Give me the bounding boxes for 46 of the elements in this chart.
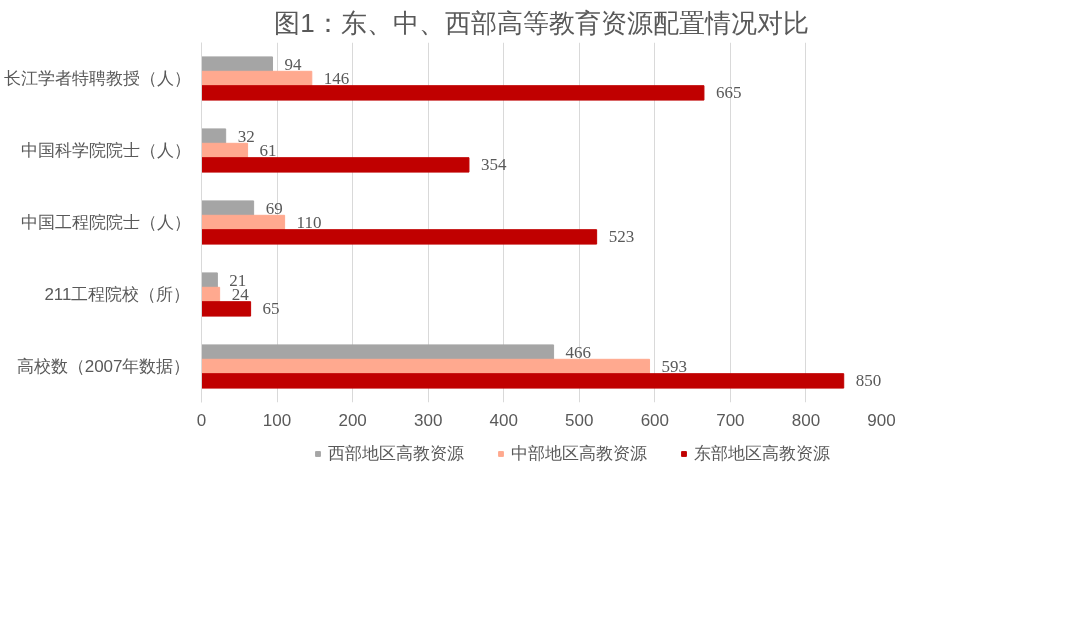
chart-title: 图1：东、中、西部高等教育资源配置情况对比 <box>274 7 809 38</box>
data-label: 32 <box>237 126 255 146</box>
bar <box>201 373 845 389</box>
bar <box>201 56 274 72</box>
data-label: 523 <box>608 227 635 247</box>
legend-label: 中部地区高教资源 <box>511 442 647 465</box>
data-label: 69 <box>265 198 283 218</box>
y-tick-label: 长江学者特聘教授（人） <box>3 69 191 88</box>
bar <box>201 229 598 245</box>
data-label: 65 <box>262 299 280 319</box>
x-tick-label: 200 <box>338 410 367 430</box>
data-label: 61 <box>259 141 277 160</box>
data-label: 354 <box>480 155 507 175</box>
data-label: 146 <box>323 69 350 88</box>
bar <box>201 272 218 288</box>
x-tick-label: 500 <box>565 410 594 430</box>
x-tick-label: 100 <box>262 410 292 430</box>
data-label: 665 <box>715 83 742 103</box>
bar <box>201 85 705 101</box>
bar <box>201 142 249 159</box>
data-label: 593 <box>661 357 688 376</box>
bar <box>201 344 555 360</box>
x-tick-label: 900 <box>867 410 896 430</box>
data-label: 466 <box>565 342 592 362</box>
y-tick-label: 中国科学院院士（人） <box>20 141 191 160</box>
bar <box>201 128 227 144</box>
bar <box>201 200 255 216</box>
bar <box>201 301 252 317</box>
bar <box>201 157 470 173</box>
data-label: 110 <box>296 213 322 232</box>
legend-label: 西部地区高教资源 <box>328 442 464 465</box>
bar <box>201 70 313 87</box>
legend-label: 东部地区高教资源 <box>694 442 830 465</box>
x-tick-label: 600 <box>640 410 670 430</box>
x-tick-label: 300 <box>413 410 443 430</box>
y-tick-label: 高校数（2007年数据） <box>16 357 191 376</box>
x-tick-label: 400 <box>489 410 518 430</box>
x-tick-label: 0 <box>196 410 207 430</box>
y-tick-label: 211工程院校（所） <box>44 285 191 304</box>
y-tick-label: 中国工程院院士（人） <box>20 213 191 232</box>
x-tick-label: 700 <box>716 410 745 430</box>
data-label: 850 <box>855 371 882 391</box>
bar <box>201 214 286 231</box>
bar <box>201 358 651 375</box>
x-tick-label: 800 <box>791 410 821 430</box>
data-label: 94 <box>284 54 303 74</box>
